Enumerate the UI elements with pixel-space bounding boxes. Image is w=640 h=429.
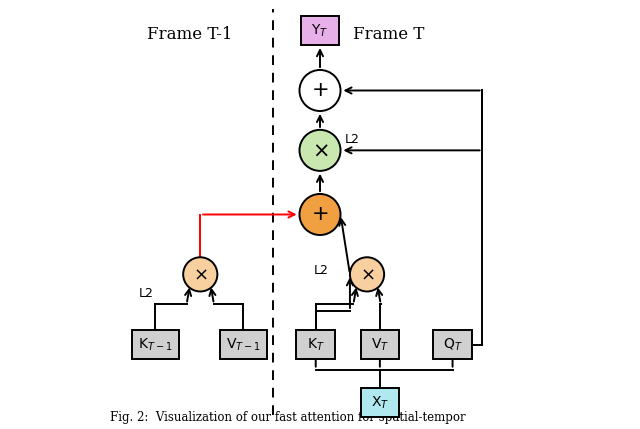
Text: L2: L2 — [314, 263, 328, 277]
Text: $\times$: $\times$ — [312, 140, 328, 160]
Text: $\times$: $\times$ — [193, 266, 207, 284]
Text: Frame T: Frame T — [353, 27, 424, 43]
Text: $\mathrm{X}_T$: $\mathrm{X}_T$ — [371, 394, 389, 411]
FancyBboxPatch shape — [360, 330, 399, 360]
FancyBboxPatch shape — [220, 330, 266, 360]
Text: $\times$: $\times$ — [360, 266, 374, 284]
FancyBboxPatch shape — [296, 330, 335, 360]
FancyBboxPatch shape — [360, 388, 399, 417]
Text: L2: L2 — [345, 133, 360, 146]
Circle shape — [300, 194, 340, 235]
FancyBboxPatch shape — [301, 16, 339, 45]
Circle shape — [183, 257, 218, 291]
Circle shape — [350, 257, 384, 291]
FancyBboxPatch shape — [132, 330, 179, 360]
Text: L2: L2 — [138, 287, 153, 300]
Text: Frame T-1: Frame T-1 — [147, 27, 232, 43]
Text: $+$: $+$ — [311, 81, 329, 100]
Text: $\mathrm{Q}_T$: $\mathrm{Q}_T$ — [443, 337, 462, 353]
Text: $\mathrm{Y}_T$: $\mathrm{Y}_T$ — [311, 22, 329, 39]
Text: $+$: $+$ — [311, 205, 329, 224]
Text: $\mathrm{K}_T$: $\mathrm{K}_T$ — [307, 337, 324, 353]
Text: $\mathrm{V}_{T-1}$: $\mathrm{V}_{T-1}$ — [226, 337, 260, 353]
Circle shape — [300, 130, 340, 171]
Circle shape — [300, 70, 340, 111]
Text: $\mathrm{V}_T$: $\mathrm{V}_T$ — [371, 337, 389, 353]
Text: Fig. 2:  Visualization of our fast attention for spatial-tempor: Fig. 2: Visualization of our fast attent… — [111, 411, 466, 424]
FancyBboxPatch shape — [433, 330, 472, 360]
Text: $\mathrm{K}_{T-1}$: $\mathrm{K}_{T-1}$ — [138, 337, 173, 353]
